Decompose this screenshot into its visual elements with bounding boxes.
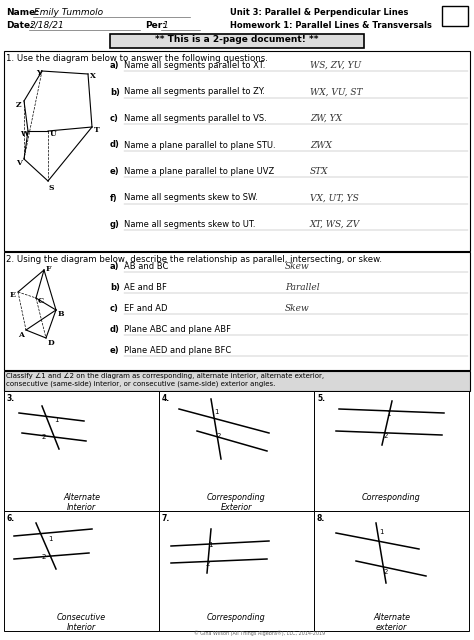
Text: W: W: [20, 130, 28, 138]
Text: Homework 1: Parallel Lines & Transversals: Homework 1: Parallel Lines & Transversal…: [230, 21, 432, 30]
Bar: [4, 391, 159, 511]
Text: XT, WS, ZV: XT, WS, ZV: [310, 220, 360, 229]
Text: Skew: Skew: [285, 262, 310, 271]
Text: U: U: [50, 130, 56, 138]
Text: Plane ABC and plane ABF: Plane ABC and plane ABF: [124, 325, 236, 334]
Text: 2: 2: [384, 569, 388, 575]
Text: E: E: [10, 291, 16, 299]
Text: A: A: [18, 331, 24, 339]
Text: Consecutive
Interior: Consecutive Interior: [57, 613, 106, 632]
Text: e): e): [110, 167, 119, 176]
Text: a): a): [110, 61, 119, 70]
Text: WS, ZV, YU: WS, ZV, YU: [310, 61, 361, 70]
Text: EF and AD: EF and AD: [124, 304, 173, 313]
Text: Date:: Date:: [6, 21, 34, 30]
Text: Name all segments parallel to VS.: Name all segments parallel to VS.: [124, 114, 272, 123]
Text: Corresponding
Exterior: Corresponding Exterior: [207, 493, 266, 513]
Bar: [314, 391, 469, 511]
Text: WX, VU, ST: WX, VU, ST: [310, 88, 363, 97]
Text: Plane AED and plane BFC: Plane AED and plane BFC: [124, 346, 237, 355]
Text: 2/18/21: 2/18/21: [30, 21, 65, 30]
Text: 1: 1: [163, 21, 169, 30]
Text: S: S: [49, 184, 55, 192]
Text: B: B: [58, 310, 64, 318]
Text: Alternate
exterior: Alternate exterior: [373, 613, 410, 632]
Text: 6.: 6.: [7, 514, 15, 523]
Text: AB and BC: AB and BC: [124, 262, 173, 271]
Bar: [110, 34, 364, 48]
Text: 5.: 5.: [317, 394, 325, 403]
Text: Parallel: Parallel: [285, 283, 319, 292]
Text: 2: 2: [42, 434, 46, 440]
Text: AE and BF: AE and BF: [124, 283, 172, 292]
Text: 1: 1: [386, 411, 391, 417]
Text: e): e): [110, 346, 119, 355]
Text: 1: 1: [48, 536, 53, 542]
Text: Classify ∠1 and ∠2 on the diagram as corresponding, alternate interior, alternat: Classify ∠1 and ∠2 on the diagram as cor…: [6, 373, 324, 387]
Text: Emily Tummolo: Emily Tummolo: [34, 8, 103, 17]
Text: 2: 2: [384, 433, 388, 439]
Text: f): f): [110, 193, 118, 202]
Text: Name all segments parallel to XT.: Name all segments parallel to XT.: [124, 61, 271, 70]
Text: Name a plane parallel to plane STU.: Name a plane parallel to plane STU.: [124, 141, 281, 150]
Text: ZW, YX: ZW, YX: [310, 114, 342, 123]
Text: 2: 2: [217, 433, 221, 439]
Text: Alternate
Interior: Alternate Interior: [63, 493, 100, 513]
Text: Name all segments parallel to ZY.: Name all segments parallel to ZY.: [124, 88, 270, 97]
Text: 7.: 7.: [162, 514, 170, 523]
Text: Name a plane parallel to plane UVZ: Name a plane parallel to plane UVZ: [124, 167, 280, 176]
Text: X: X: [90, 72, 96, 80]
Text: Per:: Per:: [145, 21, 166, 30]
Text: c): c): [110, 114, 119, 123]
Text: VX, UT, YS: VX, UT, YS: [310, 193, 359, 202]
Text: D: D: [48, 339, 55, 347]
Bar: [442, 6, 468, 26]
Text: c): c): [110, 304, 119, 313]
Text: 2: 2: [42, 554, 46, 560]
Bar: [159, 511, 314, 631]
Text: Unit 3: Parallel & Perpendicular Lines: Unit 3: Parallel & Perpendicular Lines: [230, 8, 409, 17]
Text: F: F: [46, 265, 52, 273]
Text: T: T: [94, 126, 100, 134]
Text: d): d): [110, 141, 120, 150]
Bar: [4, 252, 470, 370]
Text: 8.: 8.: [317, 514, 325, 523]
Text: 1: 1: [54, 417, 58, 423]
Text: Skew: Skew: [285, 304, 310, 313]
Text: 2: 2: [206, 561, 210, 567]
Bar: [159, 391, 314, 511]
Text: ZWX: ZWX: [310, 141, 332, 150]
Text: Z: Z: [16, 101, 21, 109]
Bar: [314, 511, 469, 631]
Bar: [4, 511, 159, 631]
Text: b): b): [110, 88, 120, 97]
Text: C: C: [38, 297, 44, 305]
Text: STX: STX: [310, 167, 328, 176]
Text: a): a): [110, 262, 119, 271]
Text: 2. Using the diagram below, describe the relationship as parallel, intersecting,: 2. Using the diagram below, describe the…: [6, 255, 382, 264]
Text: Name:: Name:: [6, 8, 39, 17]
Text: 1: 1: [379, 529, 383, 535]
Text: 1: 1: [214, 409, 219, 415]
Text: Corresponding: Corresponding: [362, 493, 421, 502]
Text: Name all segments skew to SW.: Name all segments skew to SW.: [124, 193, 263, 202]
Text: 1: 1: [208, 542, 212, 548]
Bar: [4, 371, 470, 391]
Bar: [4, 51, 470, 251]
Text: Name all segments skew to UT.: Name all segments skew to UT.: [124, 220, 261, 229]
Text: g): g): [110, 220, 120, 229]
Text: b): b): [110, 283, 120, 292]
Text: © Gina Wilson (All Things Algebra®), LLC, 2014-2019: © Gina Wilson (All Things Algebra®), LLC…: [194, 630, 326, 636]
Text: V: V: [16, 159, 22, 167]
Text: 1. Use the diagram below to answer the following questions.: 1. Use the diagram below to answer the f…: [6, 54, 268, 63]
Text: 3.: 3.: [7, 394, 15, 403]
Text: Y: Y: [36, 69, 41, 77]
Text: 4.: 4.: [162, 394, 170, 403]
Text: ** This is a 2-page document! **: ** This is a 2-page document! **: [155, 35, 319, 44]
Text: Corresponding: Corresponding: [207, 613, 266, 622]
Text: d): d): [110, 325, 120, 334]
